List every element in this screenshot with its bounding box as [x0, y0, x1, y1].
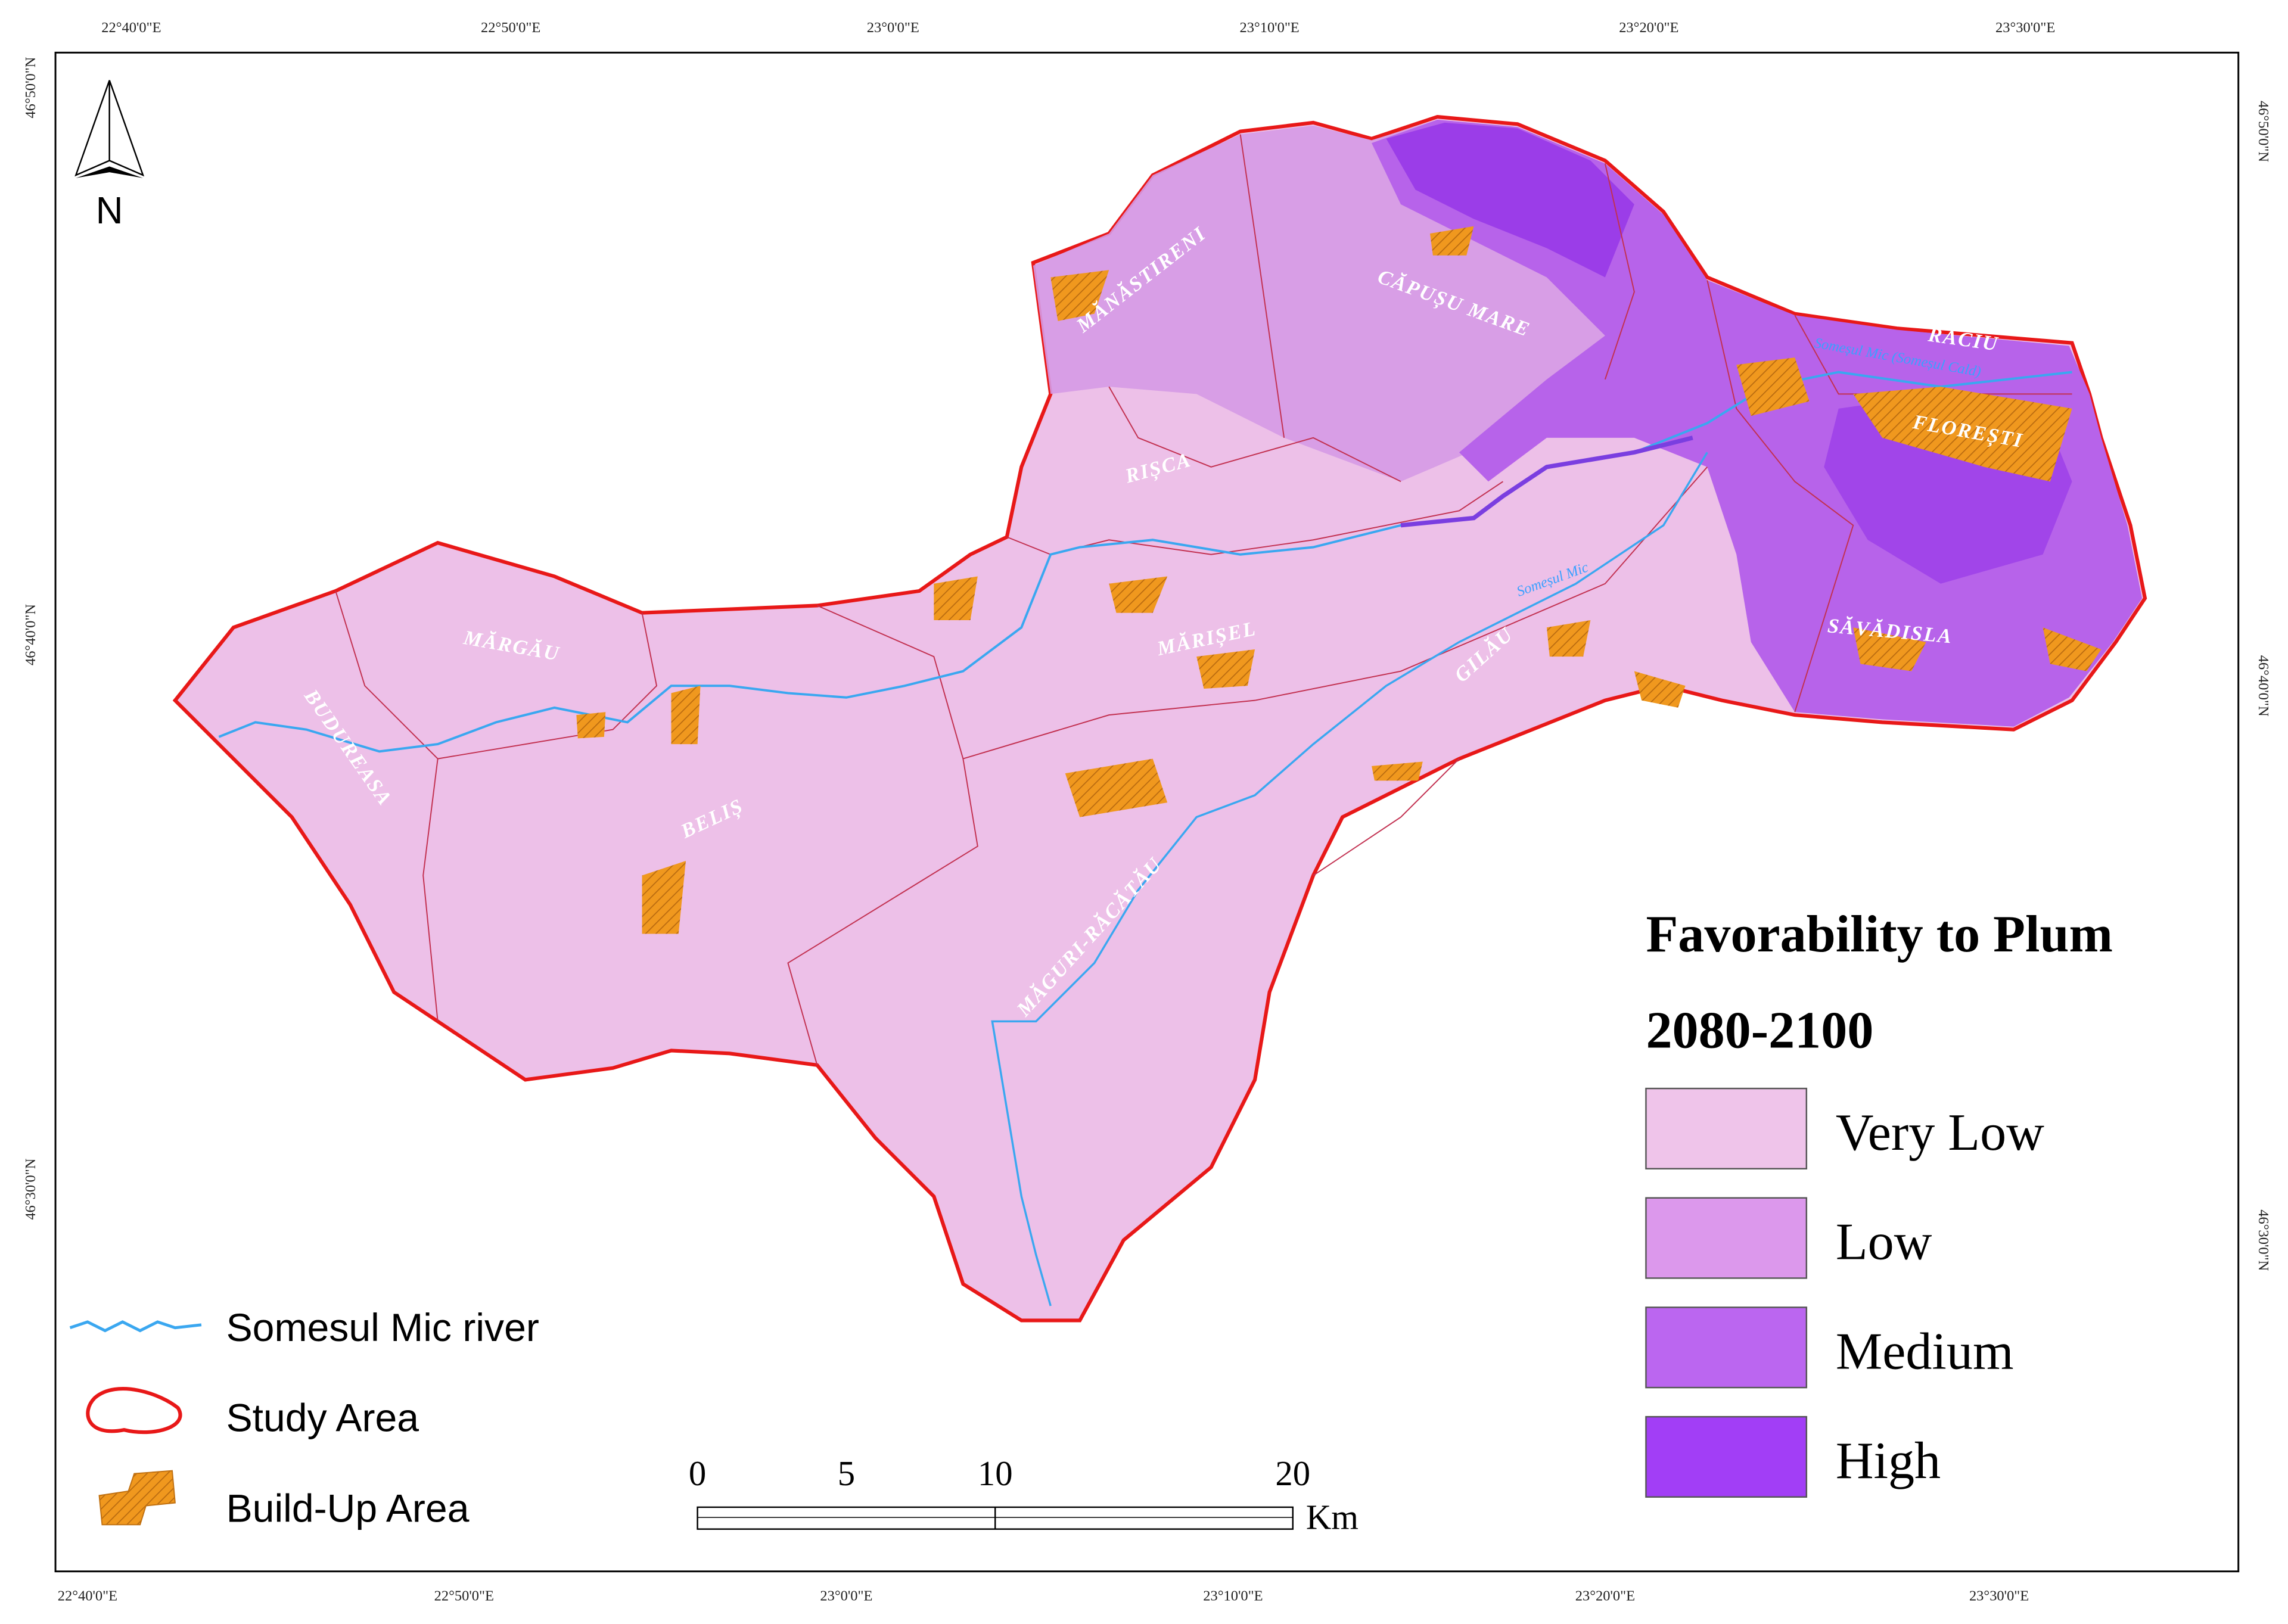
river-symbol	[69, 1320, 202, 1333]
coord-label: 23°30'0"E	[1969, 1588, 2029, 1604]
coord-label: 46°40'0"N	[2255, 655, 2271, 717]
legend-label: Low	[1836, 1213, 1932, 1271]
study-area-symbol	[86, 1387, 182, 1435]
coord-label: 23°0'0"E	[820, 1588, 872, 1604]
high-zone	[1386, 122, 1634, 278]
coord-label: 22°50'0"E	[481, 20, 540, 36]
coord-label: 23°10'0"E	[1203, 1588, 1263, 1604]
favorability-legend: Favorability to Plum 2080-2100 Very Low …	[1645, 905, 2113, 1498]
study-area	[172, 114, 2147, 1323]
coord-label: 23°30'0"E	[1995, 20, 2055, 36]
coord-label: 23°0'0"E	[867, 20, 919, 36]
river	[1400, 435, 1693, 528]
legend-swatch	[1645, 1197, 1808, 1279]
legend-title: Favorability to Plum	[1646, 905, 2113, 963]
north-arrow: N	[74, 80, 145, 232]
build-up-areas	[576, 226, 2102, 934]
layer-label: Somesul Mic river	[226, 1306, 539, 1350]
coord-label: 46°50'0"N	[2255, 101, 2271, 162]
layer-label: Build-Up Area	[226, 1486, 470, 1530]
coord-label: 23°10'0"E	[1239, 20, 1299, 36]
coordinate-labels: 22°40'0"E 22°50'0"E 23°0'0"E 23°10'0"E 2…	[23, 20, 2271, 1604]
legend-swatch	[1645, 1306, 1808, 1389]
legend-period: 2080-2100	[1646, 1001, 1873, 1060]
river	[991, 452, 1708, 1306]
coord-label: 23°20'0"E	[1619, 20, 1678, 36]
legend-label: Very Low	[1836, 1103, 2044, 1162]
scale-tick-label: 5	[838, 1454, 855, 1493]
scale-tick-label: 10	[978, 1454, 1013, 1493]
layer-label: Study Area	[226, 1396, 419, 1441]
north-label: N	[96, 189, 123, 232]
coord-label: 46°50'0"N	[23, 57, 39, 118]
scale-tick-label: 20	[1275, 1454, 1310, 1493]
coord-label: 46°30'0"N	[23, 1158, 39, 1219]
build-up-symbol	[98, 1470, 176, 1526]
legend-swatch	[1645, 1415, 1808, 1498]
coord-label: 46°40'0"N	[23, 604, 39, 665]
coord-label: 46°30'0"N	[2255, 1209, 2271, 1271]
scale-bar: 0 5 10 20 Km	[689, 1454, 1358, 1536]
scale-unit: Km	[1306, 1498, 1358, 1537]
coord-label: 23°20'0"E	[1575, 1588, 1635, 1604]
legend-label: Medium	[1836, 1322, 2014, 1380]
legend-swatch	[1645, 1087, 1808, 1169]
coord-label: 22°50'0"E	[434, 1588, 494, 1604]
layer-legend: Somesul Mic river Study Area Build-Up Ar…	[69, 1306, 539, 1530]
coord-label: 22°40'0"E	[101, 20, 161, 36]
legend-label: High	[1836, 1432, 1941, 1490]
scale-tick-label: 0	[689, 1454, 706, 1493]
coord-label: 22°40'0"E	[58, 1588, 117, 1604]
